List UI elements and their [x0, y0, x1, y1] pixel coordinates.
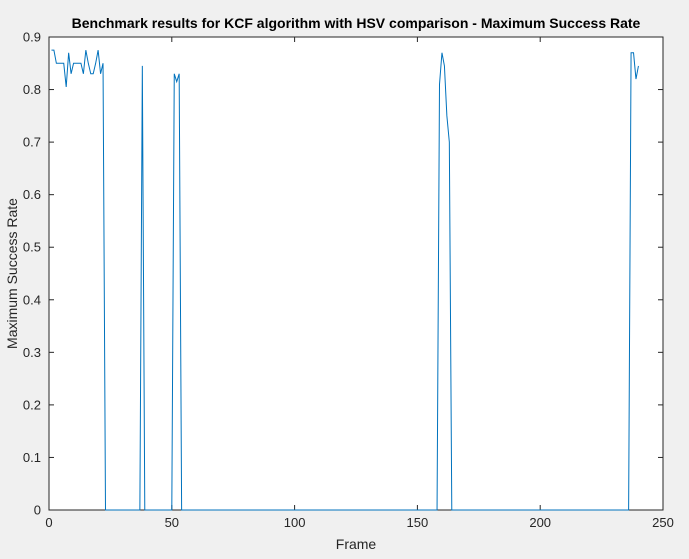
- plot-area: [48, 36, 664, 511]
- axis-tick-labels: 0 50 100 150 200 250 0 0.1 0.2 0.3 0.4 0.5 0.6 0.7 0.8…: [23, 30, 674, 531]
- y-axis-label: Maximum Success Rate: [4, 198, 20, 349]
- x-tick-label: 0: [45, 515, 52, 530]
- y-tick-label: 0.2: [23, 397, 41, 412]
- x-tick-label: 100: [284, 515, 306, 530]
- y-tick-label: 0.8: [23, 82, 41, 97]
- y-tick-label: 0.5: [23, 240, 41, 255]
- x-tick-label: 50: [165, 515, 179, 530]
- y-tick-label: 0.7: [23, 135, 41, 150]
- y-tick-label: 0.3: [23, 345, 41, 360]
- y-tick-label: 0.9: [23, 30, 41, 45]
- chart-title: Benchmark results for KCF algorithm with…: [72, 15, 641, 31]
- axis-ticks: [48, 36, 664, 511]
- y-tick-label: 0.1: [23, 450, 41, 465]
- y-tick-label: 0.6: [23, 187, 41, 202]
- y-tick-label: 0.4: [23, 292, 41, 307]
- y-tick-label: 0: [34, 503, 41, 518]
- x-tick-label: 200: [529, 515, 551, 530]
- x-tick-label: 250: [652, 515, 674, 530]
- x-axis-label: Frame: [336, 536, 377, 552]
- series-line: [51, 49, 639, 511]
- x-tick-label: 150: [407, 515, 429, 530]
